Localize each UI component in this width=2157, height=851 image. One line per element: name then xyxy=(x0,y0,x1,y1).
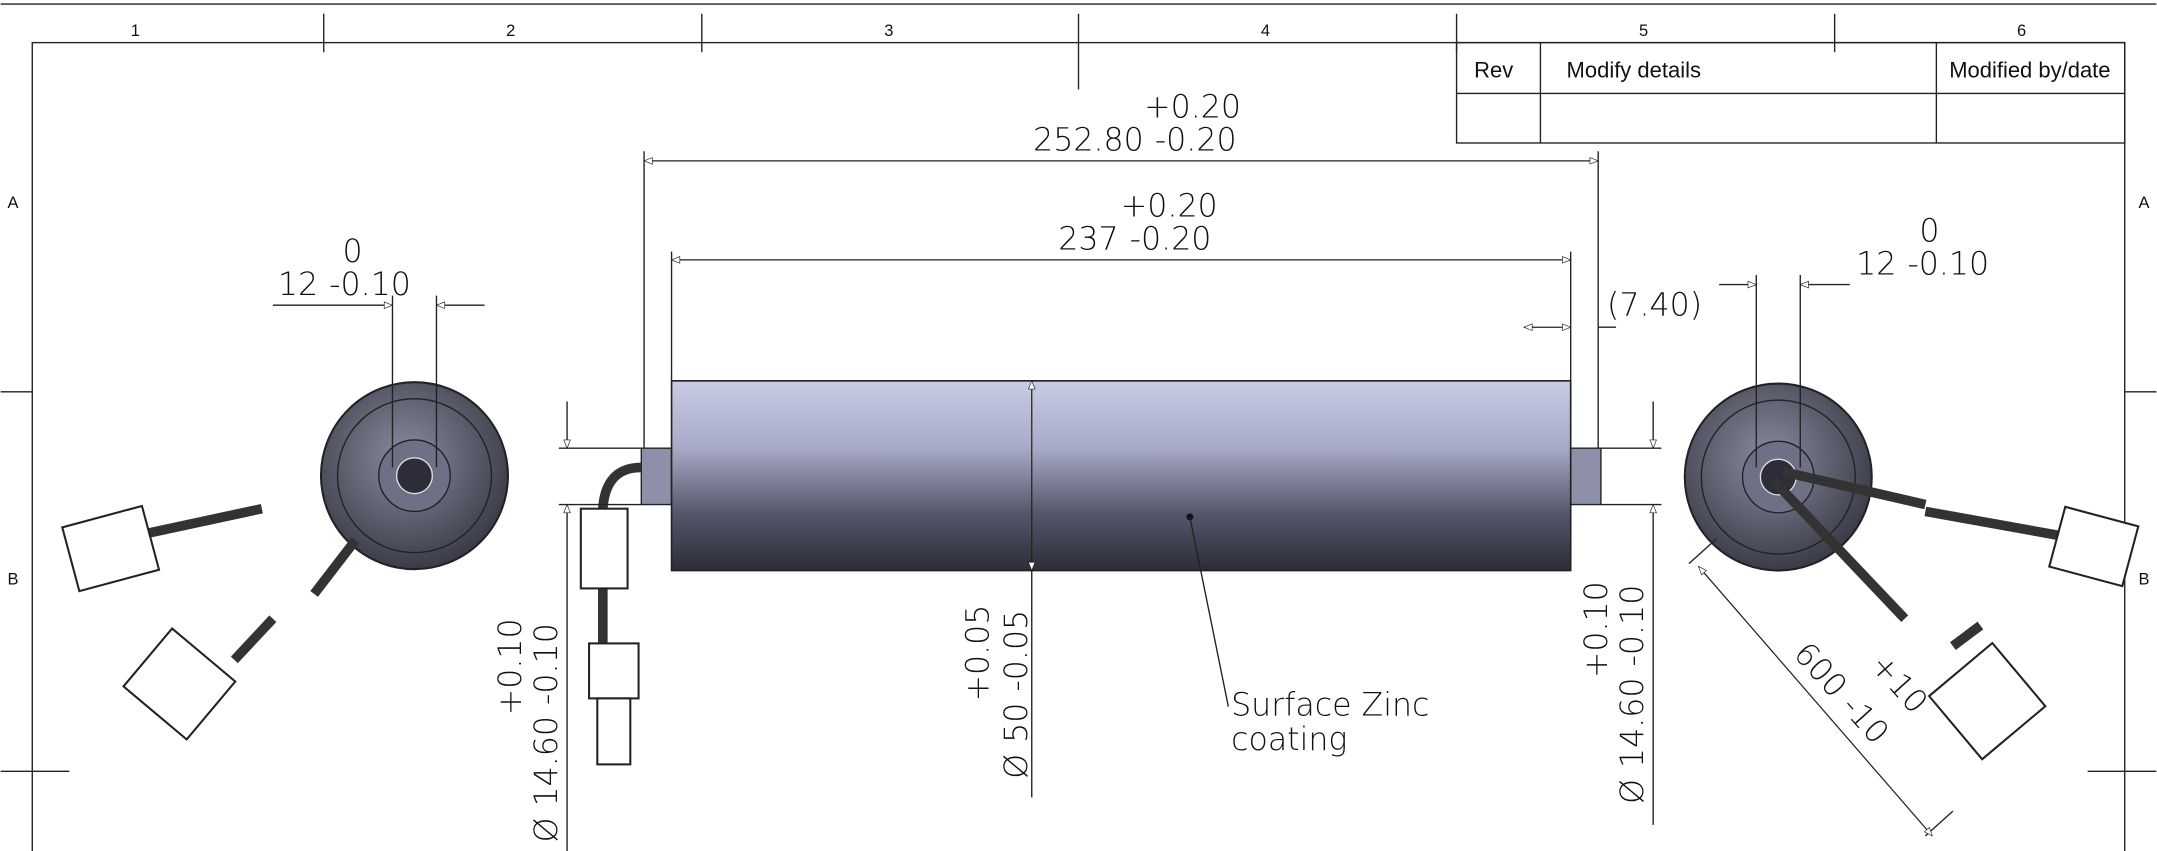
table-header: Rev xyxy=(1474,57,1513,82)
dimension-text-part: Ø xyxy=(1615,779,1651,804)
cable xyxy=(1781,466,1927,510)
dimension-text-part: 50 xyxy=(999,703,1035,743)
dimension-tolerance: +0.10 xyxy=(1579,581,1615,678)
dimension-tolerance: 0 xyxy=(343,234,363,270)
connector xyxy=(61,504,161,593)
dimension-text-part: 12 xyxy=(1856,246,1896,282)
dimension-text-part: 237 xyxy=(1058,222,1118,258)
note-text: Surface Zinc xyxy=(1231,688,1429,724)
dimension-tolerance-part: +0.20 xyxy=(1144,90,1241,126)
dimension-tolerance: 0 xyxy=(1919,213,1939,249)
leader-line xyxy=(1189,516,1230,707)
dimension-text-part: 14.60 xyxy=(529,716,565,807)
end-cap-ring xyxy=(336,398,493,554)
connector xyxy=(1927,641,2047,761)
dimension-text: 252.80 -0.20 xyxy=(1033,123,1236,159)
zone-row-label: A xyxy=(8,194,19,212)
zone-column-label: 3 xyxy=(884,22,893,40)
dimension-tolerance-part: +0.10 xyxy=(493,618,529,715)
zone-column-label: 2 xyxy=(506,22,515,40)
dimension-text-part: Ø xyxy=(999,754,1035,779)
cable xyxy=(1949,621,1984,651)
dimension-text-part: 14.60 xyxy=(1615,677,1651,768)
dimension-text-part: -0.20 xyxy=(1155,123,1237,159)
dimension-text-part: -0.10 xyxy=(529,623,565,705)
connector xyxy=(2048,505,2140,588)
roller-tube xyxy=(670,379,1572,572)
dimension-text: 12 -0.10 xyxy=(278,267,411,303)
note-text: coating xyxy=(1231,722,1347,758)
dimension-text-part: -0.10 xyxy=(1907,246,1989,282)
connector xyxy=(579,507,629,590)
cable xyxy=(1924,506,2064,541)
zone-column-label: 1 xyxy=(131,22,140,40)
table-header: Modify details xyxy=(1567,57,1701,82)
dimension-text: 600-10 xyxy=(1786,636,1895,751)
end-cap-ring xyxy=(1700,399,1856,555)
dimension-text: Ø 50 -0.05 xyxy=(999,610,1035,779)
zone-row-label: B xyxy=(8,571,19,589)
connector xyxy=(596,697,632,766)
dimension-text-part: -0.10 xyxy=(329,267,411,303)
dimension-tolerance-part: 0 xyxy=(343,234,363,270)
dimension-tolerance: +0.20 xyxy=(1144,90,1241,126)
dimension-text-part: 600 xyxy=(1786,636,1853,705)
zone-column-label: 6 xyxy=(2017,22,2026,40)
dimension-text: Ø 14.60 -0.10 xyxy=(1615,585,1651,804)
dimension-text-part: -10 xyxy=(1834,689,1895,751)
zone-column-label: 5 xyxy=(1639,22,1648,40)
dimension-text: 237 -0.20 xyxy=(1058,222,1211,258)
dimension-tolerance-part: 0 xyxy=(1919,213,1939,249)
shaft-left xyxy=(640,447,673,506)
dimension-text-part: -0.10 xyxy=(1615,585,1651,667)
dimension-text: Ø 14.60 -0.10 xyxy=(529,623,565,842)
dimension-text-part: Ø xyxy=(529,817,565,842)
zone-row-label: A xyxy=(2138,194,2149,212)
dimension-text-part: -0.05 xyxy=(999,610,1035,692)
dimension-tolerance-part: +0.05 xyxy=(961,605,997,702)
dimension-tolerance: +0.05 xyxy=(961,605,997,702)
table-header: Modified by/date xyxy=(1949,57,2110,82)
dimension-text: 12 -0.10 xyxy=(1856,246,1989,282)
connector xyxy=(588,642,640,700)
dimension-tolerance-part: +0.10 xyxy=(1579,581,1615,678)
dimension-tolerance: +0.10 xyxy=(493,618,529,715)
dimension-tolerance-part: +0.20 xyxy=(1121,189,1218,225)
cable xyxy=(310,537,360,597)
dimension-text-part: 252.80 xyxy=(1033,123,1144,159)
dimension-text-part: 12 xyxy=(278,267,318,303)
shaft-right xyxy=(1569,447,1602,506)
dimension-tolerance: +0.20 xyxy=(1121,189,1218,225)
dimension-line xyxy=(1697,565,1933,837)
connector xyxy=(122,627,237,741)
zone-row-label: B xyxy=(2138,571,2149,589)
cable xyxy=(230,615,277,664)
dimension-text: (7.40) xyxy=(1607,288,1702,324)
dimension-text-part: -0.20 xyxy=(1130,222,1212,258)
extension-line xyxy=(1688,538,1717,565)
zone-column-label: 4 xyxy=(1261,22,1270,40)
end-cap-ring xyxy=(395,457,434,495)
